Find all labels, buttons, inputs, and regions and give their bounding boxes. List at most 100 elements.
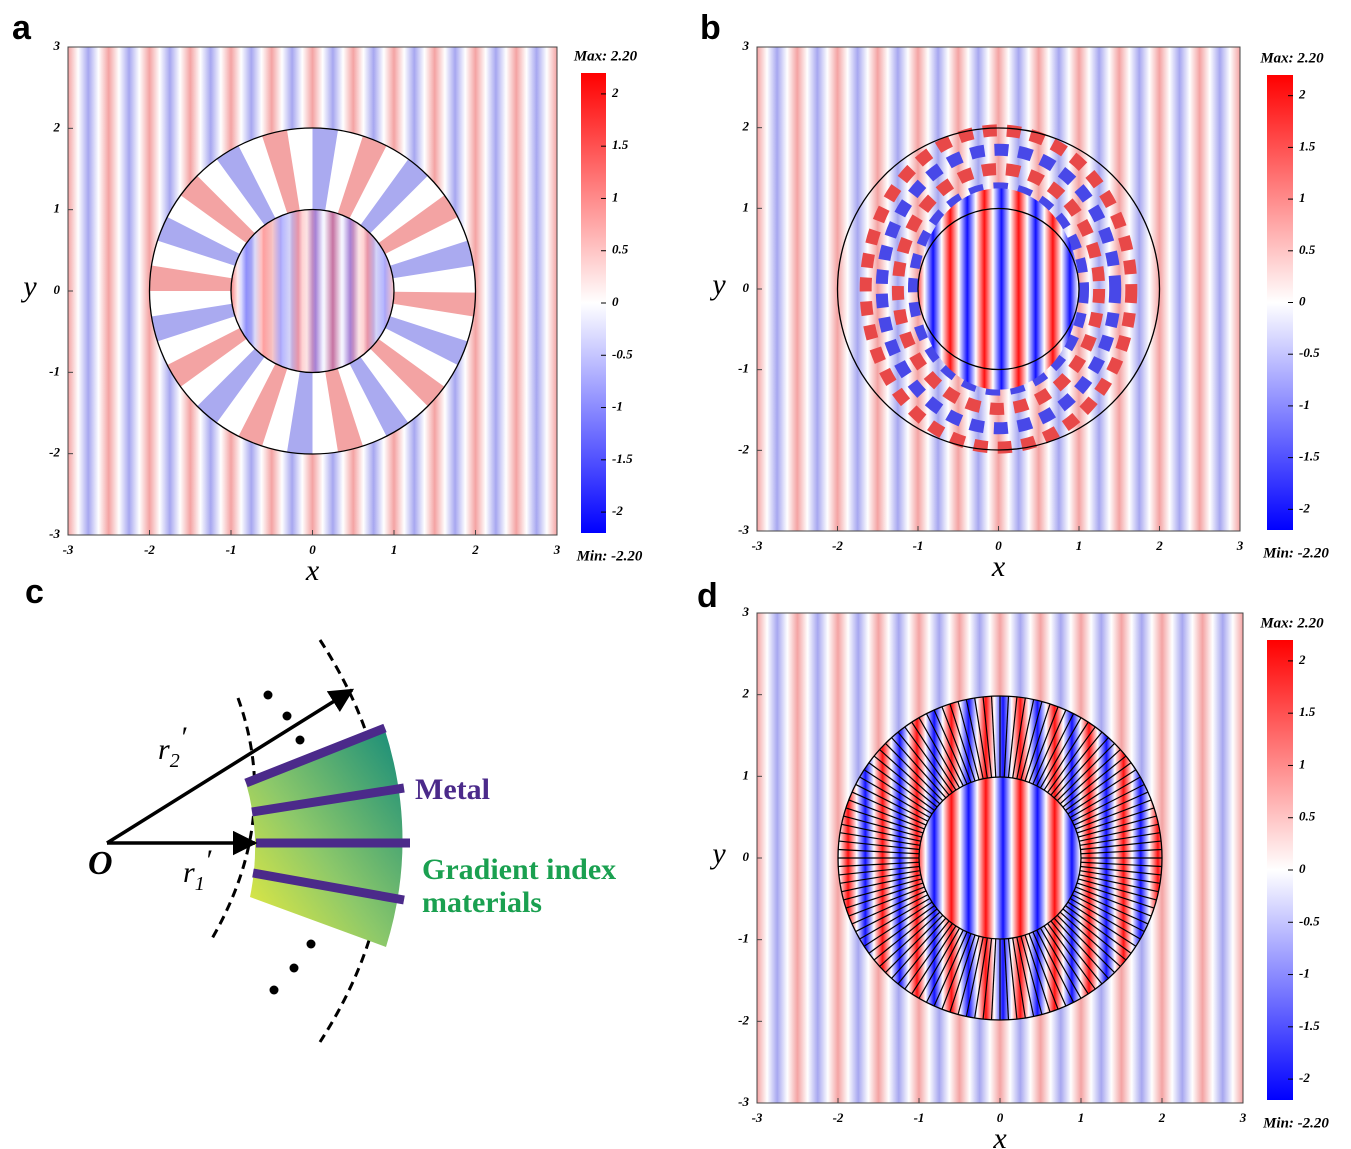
- x-tick-label: -2: [144, 542, 155, 557]
- colorbar-tick-label: -1.5: [1299, 1018, 1320, 1033]
- x-tick-label: 3: [553, 542, 561, 557]
- x-tick-label: 1: [1078, 1110, 1085, 1125]
- colorbar-tick-label: 0.5: [612, 242, 629, 257]
- colorbar-tick-label: 2: [1298, 87, 1306, 102]
- origin-label: O: [88, 845, 113, 882]
- y-tick-label: 0: [743, 849, 750, 864]
- colorbar-tick-label: -1: [1299, 966, 1310, 981]
- inner-arc: [210, 698, 255, 942]
- index: 1: [195, 873, 205, 895]
- colorbar-tick-label: 2: [1298, 652, 1306, 667]
- colorbar-tick-label: 0: [1299, 861, 1306, 876]
- index: 2: [170, 750, 180, 772]
- x-tick-label: -3: [752, 1110, 763, 1125]
- y-tick-label: 2: [53, 119, 61, 134]
- x-axis-label: x: [992, 1122, 1007, 1149]
- x-tick-label: -1: [914, 1110, 925, 1125]
- y-tick-label: 2: [742, 119, 750, 134]
- colorbar-tick-label: -2: [1299, 1070, 1310, 1085]
- y-tick-label: -3: [738, 1094, 749, 1109]
- y-tick-label: 1: [743, 199, 750, 214]
- x-tick-label: 2: [471, 542, 479, 557]
- prime: ′: [180, 721, 187, 754]
- panel-label: c: [25, 573, 44, 611]
- gradient-wedge: [246, 727, 403, 947]
- metal-label: Metal: [415, 773, 490, 806]
- x-axis-label: x: [305, 554, 320, 587]
- colorbar-tick-label: 1.5: [1299, 704, 1316, 719]
- panel-label: a: [12, 9, 32, 47]
- colorbar-tick-label: 0.5: [1299, 809, 1316, 824]
- y-tick-label: 3: [742, 38, 750, 53]
- colorbar-tick-label: -1.5: [1299, 449, 1320, 464]
- y-tick-label: -1: [738, 931, 749, 946]
- colorbar-min: Min: -2.20: [1262, 545, 1329, 561]
- prime: ′: [205, 844, 212, 877]
- x-tick-label: -3: [63, 542, 74, 557]
- colorbar-tick-label: -1: [612, 399, 623, 414]
- y-axis-label: y: [20, 270, 37, 303]
- y-tick-label: 0: [54, 282, 61, 297]
- r2-label: r2′: [158, 721, 187, 772]
- x-tick-label: -3: [752, 538, 763, 553]
- y-tick-label: 0: [743, 280, 750, 295]
- colorbar-max: Max: 2.20: [1259, 50, 1324, 66]
- y-axis-label: y: [709, 837, 726, 870]
- x-tick-label: 1: [391, 542, 398, 557]
- y-tick-label: -2: [738, 1012, 749, 1027]
- x-tick-label: -1: [226, 542, 237, 557]
- colorbar-tick-label: -0.5: [612, 346, 633, 361]
- figure: c O r2′ r1′ Metal Gradient index materia…: [0, 0, 1351, 1149]
- x-tick-label: 3: [1239, 1110, 1247, 1125]
- x-tick-label: 2: [1158, 1110, 1166, 1125]
- colorbar-min: Min: -2.20: [1262, 1115, 1329, 1131]
- colorbar-tick-label: -0.5: [1299, 913, 1320, 928]
- colorbar-tick-label: -2: [1299, 500, 1310, 515]
- colorbar-tick-label: -1: [1299, 397, 1310, 412]
- diagram-c: c O r2′ r1′ Metal Gradient index materia…: [25, 573, 616, 1042]
- colorbar-tick-label: 1.5: [612, 137, 629, 152]
- colorbar-tick-label: -0.5: [1299, 345, 1320, 360]
- colorbar-tick-label: -1.5: [612, 451, 633, 466]
- field-core: [919, 777, 1081, 939]
- x-tick-label: -2: [832, 538, 843, 553]
- colorbar-min: Min: -2.20: [576, 548, 643, 564]
- x-tick-label: -2: [833, 1110, 844, 1125]
- y-tick-label: -3: [49, 526, 60, 541]
- colorbar-tick-label: 1: [612, 189, 619, 204]
- colorbar-tick-label: 0: [612, 294, 619, 309]
- colorbar-max: Max: 2.20: [573, 48, 638, 64]
- colorbar-max: Max: 2.20: [1259, 615, 1324, 631]
- y-tick-label: 1: [743, 767, 750, 782]
- y-tick-label: 1: [54, 201, 61, 216]
- gradient-label: materials: [422, 886, 542, 919]
- x-axis-label: x: [991, 550, 1006, 583]
- panel-label: d: [697, 577, 718, 615]
- x-tick-label: 2: [1155, 538, 1163, 553]
- colorbar-tick-label: 1: [1299, 190, 1306, 205]
- colorbar-tick-label: 1: [1299, 756, 1306, 771]
- y-tick-label: -1: [738, 361, 749, 376]
- colorbar-tick-label: 0.5: [1299, 242, 1316, 257]
- y-tick-label: 3: [742, 604, 750, 619]
- symbol: r: [183, 856, 195, 889]
- x-tick-label: 1: [1076, 538, 1083, 553]
- y-tick-label: 3: [53, 38, 61, 53]
- y-tick-label: -3: [738, 522, 749, 537]
- y-tick-label: -2: [738, 441, 749, 456]
- panel-label: b: [700, 9, 721, 47]
- panel: -3-2-10123-3-2-10123xyd21.510.50-0.5-1-1…: [697, 577, 1329, 1149]
- y-tick-label: -1: [49, 363, 60, 378]
- colorbar-tick-label: 1.5: [1299, 138, 1316, 153]
- colorbar-tick-label: 2: [611, 85, 619, 100]
- symbol: r: [158, 733, 170, 766]
- colorbar-tick-label: -2: [612, 503, 623, 518]
- field-core: [231, 210, 394, 373]
- x-tick-label: -1: [913, 538, 924, 553]
- r1-label: r1′: [183, 844, 212, 895]
- gradient-label: Gradient index: [422, 853, 616, 886]
- y-tick-label: 2: [742, 686, 750, 701]
- y-axis-label: y: [709, 268, 726, 301]
